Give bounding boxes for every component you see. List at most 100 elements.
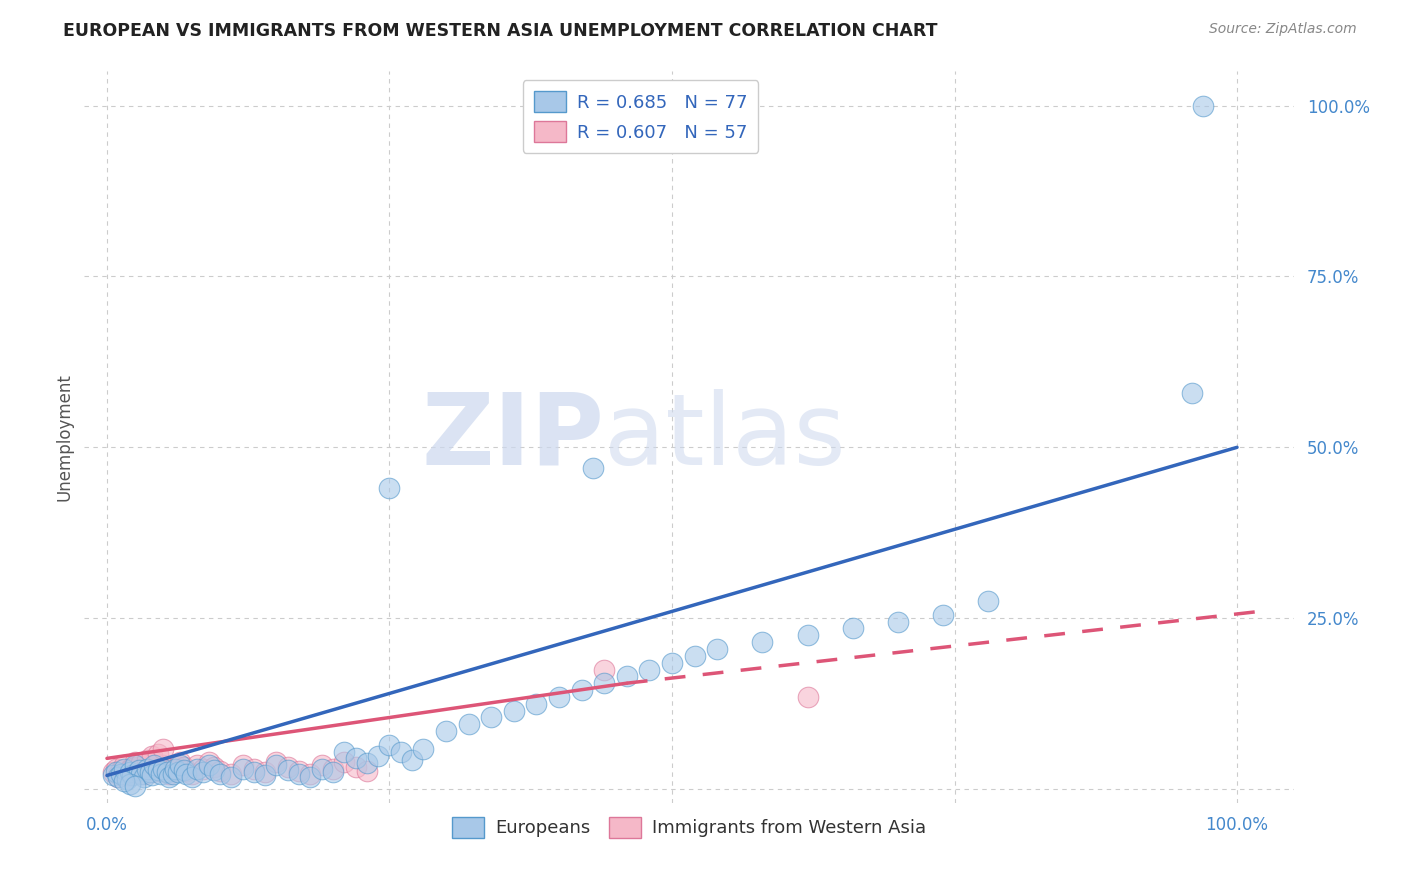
Point (129, 756, 152, 771)
Point (128, 763, 150, 777)
Point (299, 767, 322, 781)
Point (932, 607, 955, 622)
Point (571, 683, 593, 698)
Point (356, 764, 378, 779)
Point (118, 765, 141, 780)
Point (796, 628, 818, 642)
Point (124, 758, 146, 772)
Point (174, 764, 197, 779)
Point (121, 765, 143, 780)
Point (141, 768, 163, 782)
Point (118, 762, 141, 776)
Point (344, 760, 367, 774)
Point (150, 764, 173, 779)
Point (378, 481, 401, 495)
Point (219, 767, 242, 781)
Point (180, 770, 202, 784)
Point (367, 749, 389, 764)
Point (232, 758, 254, 772)
Point (208, 764, 231, 779)
Point (412, 742, 434, 756)
Point (135, 762, 157, 776)
Point (157, 770, 180, 784)
Point (977, 594, 1000, 608)
Point (322, 762, 344, 776)
Point (277, 760, 299, 774)
Point (582, 460, 605, 475)
Point (197, 755, 219, 769)
Point (254, 765, 277, 780)
Point (299, 770, 322, 784)
Point (146, 760, 169, 774)
Point (616, 669, 638, 683)
Point (202, 760, 225, 774)
Point (434, 724, 457, 739)
Point (162, 767, 184, 781)
Point (134, 767, 156, 781)
Point (169, 758, 191, 772)
Point (112, 767, 135, 781)
Point (124, 760, 146, 774)
Point (118, 763, 141, 777)
Point (191, 762, 214, 776)
Point (146, 763, 169, 777)
Point (112, 762, 135, 776)
Point (139, 765, 162, 780)
Text: atlas: atlas (605, 389, 846, 485)
Point (163, 758, 186, 772)
Point (288, 767, 311, 781)
Point (152, 762, 174, 776)
Point (121, 768, 143, 782)
Y-axis label: Unemployment: Unemployment (55, 373, 73, 501)
Point (180, 767, 202, 781)
Point (152, 742, 174, 756)
Point (311, 758, 333, 772)
Point (197, 758, 219, 772)
Point (156, 765, 179, 780)
Point (141, 765, 163, 780)
Point (152, 758, 174, 772)
Point (143, 755, 166, 769)
Point (502, 704, 524, 718)
Point (101, 768, 124, 782)
Point (457, 717, 479, 731)
Point (842, 622, 865, 636)
Point (173, 760, 195, 774)
Text: Source: ZipAtlas.com: Source: ZipAtlas.com (1209, 22, 1357, 37)
Point (112, 758, 135, 772)
Point (1181, 385, 1204, 400)
Point (266, 758, 288, 772)
Point (219, 770, 242, 784)
Point (548, 690, 571, 704)
Point (107, 770, 129, 784)
Point (186, 758, 208, 772)
Point (389, 745, 412, 759)
Point (134, 770, 156, 784)
Point (173, 763, 195, 777)
Point (322, 765, 344, 780)
Point (156, 762, 179, 776)
Point (243, 762, 266, 776)
Point (135, 753, 157, 767)
Point (243, 765, 266, 780)
Point (277, 763, 299, 777)
Point (333, 755, 356, 769)
Point (887, 615, 910, 629)
Point (110, 767, 132, 781)
Point (661, 656, 683, 670)
Point (118, 777, 141, 791)
Point (146, 747, 169, 761)
Point (135, 758, 157, 772)
Point (479, 710, 502, 724)
Point (751, 635, 773, 649)
Point (129, 764, 152, 779)
Point (105, 765, 128, 780)
Point (638, 663, 661, 677)
Point (139, 762, 162, 776)
Point (162, 764, 184, 779)
Point (311, 762, 333, 776)
Point (107, 770, 129, 784)
Point (110, 763, 132, 777)
Point (143, 758, 166, 772)
Point (174, 767, 197, 781)
